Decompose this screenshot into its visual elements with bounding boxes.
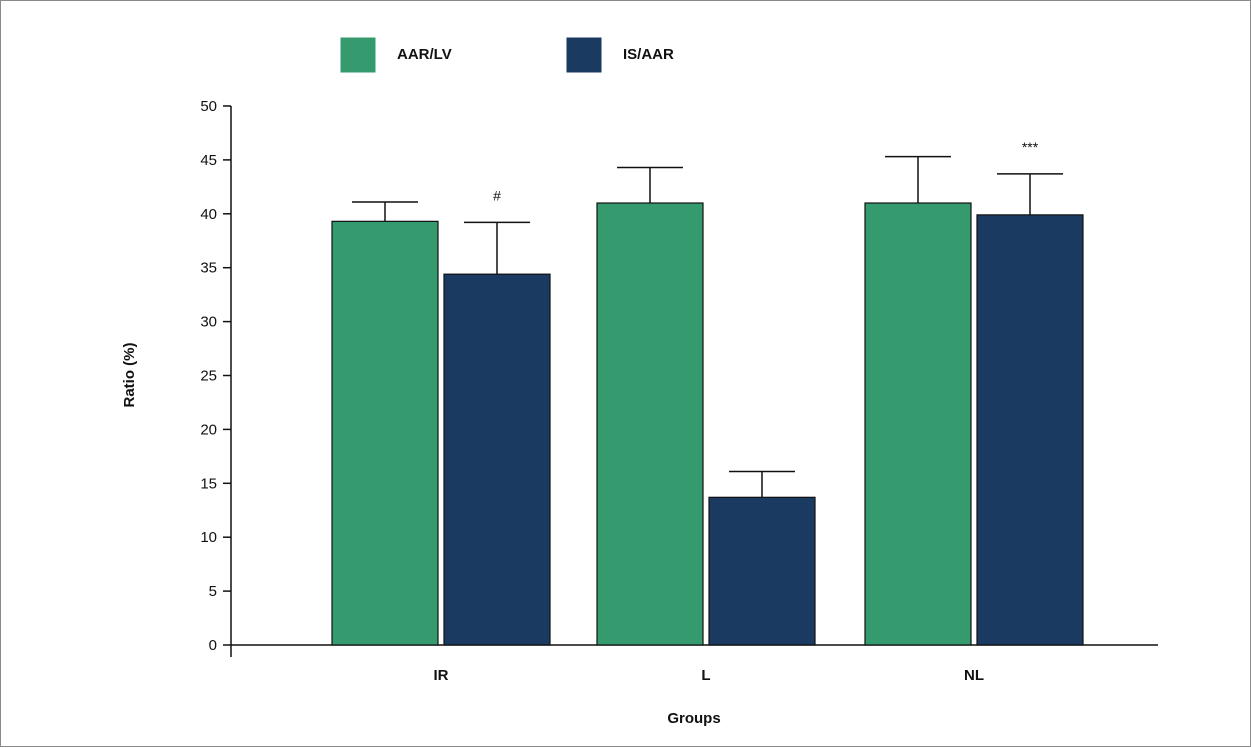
- y-tick-label: 25: [200, 368, 217, 385]
- bar-is-aar-ir: [443, 273, 551, 646]
- x-axis: IR L NL: [231, 644, 1158, 684]
- x-category-label: L: [701, 667, 710, 684]
- y-tick-label: 20: [200, 421, 217, 438]
- y-tick-label: 10: [200, 529, 217, 546]
- x-category-label: IR: [434, 667, 449, 684]
- bar-aar-lv-l: [596, 202, 704, 646]
- significance-marker: ***: [1022, 139, 1039, 155]
- y-tick-label: 30: [200, 314, 217, 331]
- y-tick-label: 35: [200, 260, 217, 277]
- bar-is-aar-nl: [976, 214, 1084, 646]
- legend-label: IS/AAR: [623, 46, 674, 63]
- y-tick-label: 45: [200, 152, 217, 169]
- x-category-label: NL: [964, 667, 984, 684]
- x-axis-title: Groups: [667, 710, 720, 727]
- significance-marker: #: [493, 187, 501, 203]
- y-axis: 0 5 10 15 20 25 30 35 40 45 50: [200, 98, 232, 657]
- legend-swatch: [340, 37, 376, 73]
- y-axis-title: Ratio (%): [121, 343, 138, 408]
- y-tick-label: 15: [200, 475, 217, 492]
- bars: # ***: [331, 139, 1084, 646]
- legend-label: AAR/LV: [397, 46, 452, 63]
- y-tick-label: 40: [200, 206, 217, 223]
- y-tick-label: 0: [209, 637, 217, 654]
- bar-aar-lv-nl: [864, 202, 972, 646]
- y-tick-label: 5: [209, 583, 217, 600]
- legend: AAR/LV IS/AAR: [340, 37, 674, 73]
- bar-is-aar-l: [708, 496, 816, 646]
- legend-swatch: [566, 37, 602, 73]
- bar-aar-lv-ir: [331, 220, 439, 646]
- y-tick-label: 50: [200, 98, 217, 115]
